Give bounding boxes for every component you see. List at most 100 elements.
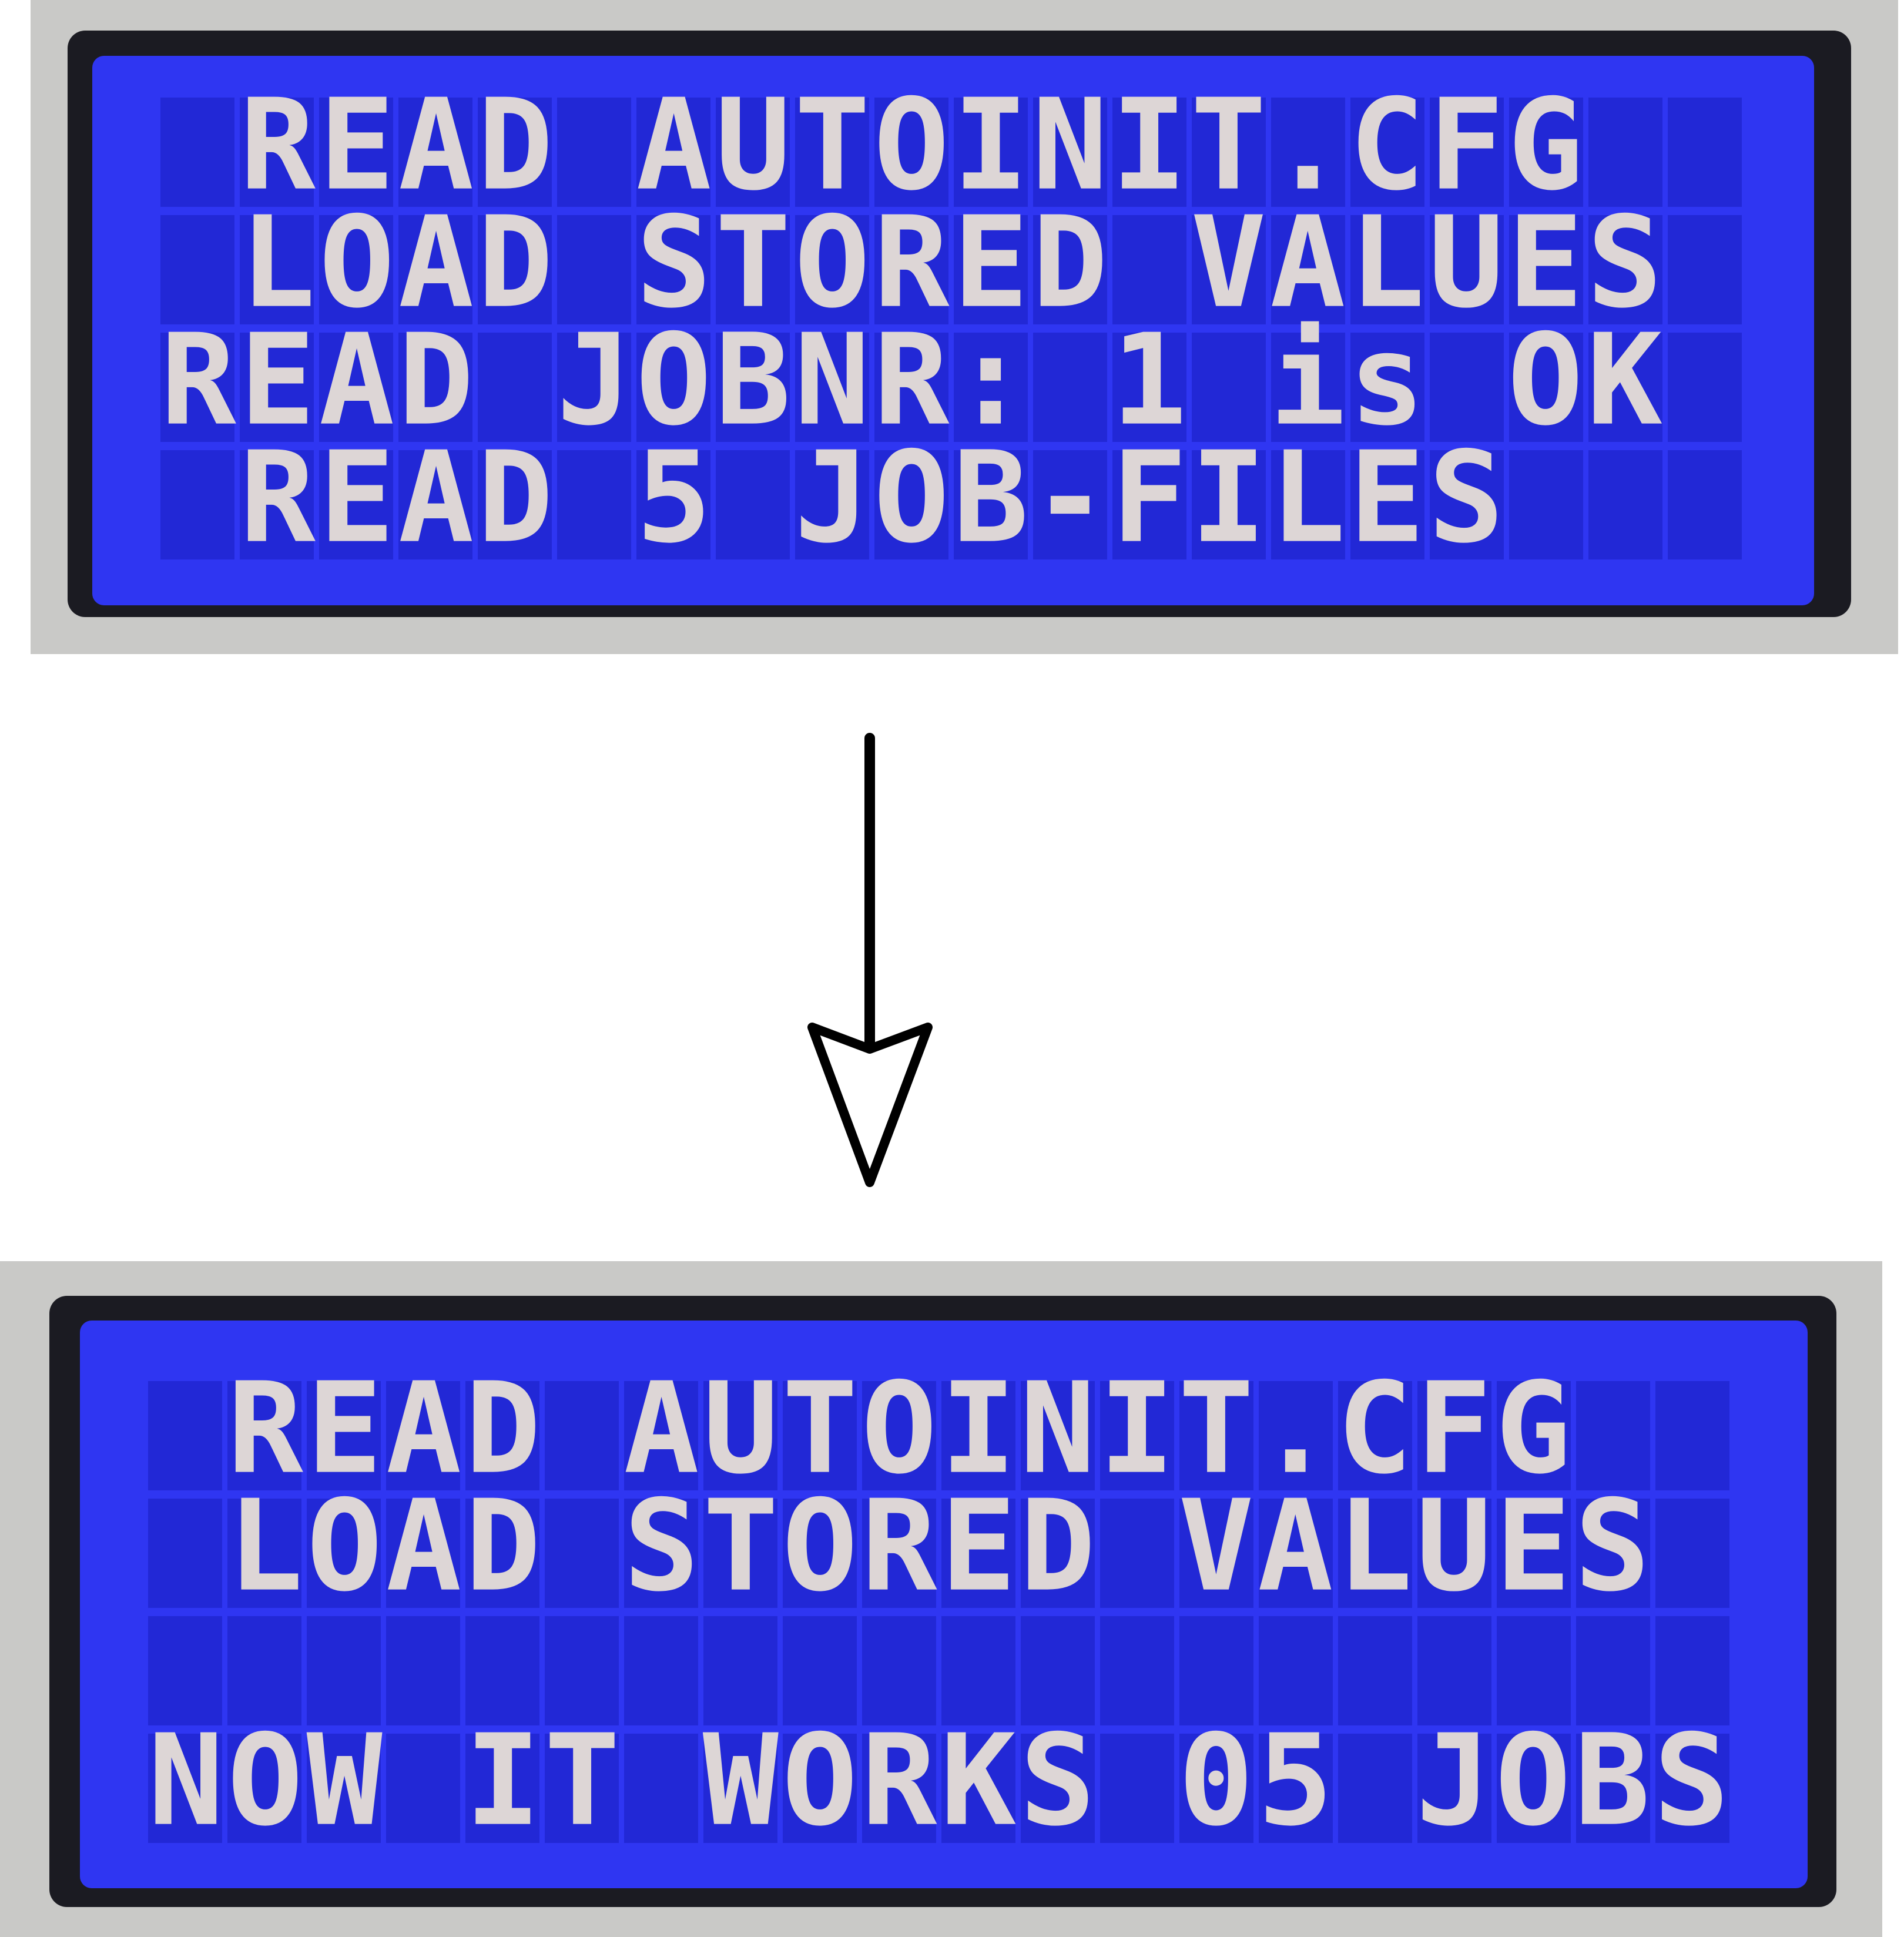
lcd-cell [148, 1616, 222, 1725]
lcd-cell [1033, 98, 1107, 207]
lcd-cell [148, 1499, 222, 1608]
lcd-cell [386, 1381, 460, 1490]
lcd-cell [795, 215, 869, 324]
lcd-cell [1338, 1381, 1412, 1490]
lcd-cell [1338, 1499, 1412, 1608]
lcd-cell [1655, 1381, 1729, 1490]
arrow [807, 733, 933, 1187]
lcd-panel-1: READ AUTOINIT.CFG LOAD STORED VALUES REA… [31, 0, 1898, 654]
lcd-cell [148, 1734, 222, 1843]
lcd-cell [1509, 333, 1583, 442]
lcd-cell [545, 1381, 619, 1490]
lcd-cell [783, 1499, 857, 1608]
lcd-cell [716, 333, 790, 442]
lcd-cell [1668, 215, 1742, 324]
lcd-cell [1271, 98, 1345, 207]
lcd-cell [545, 1734, 619, 1843]
lcd-cell [1192, 215, 1266, 324]
lcd-cell [941, 1616, 1015, 1725]
lcd-cell [227, 1616, 301, 1725]
lcd-cell [862, 1499, 936, 1608]
lcd-cell [636, 98, 710, 207]
lcd-cell [398, 333, 472, 442]
cell-grid [148, 1381, 1729, 1843]
lcd-cell [386, 1734, 460, 1843]
lcd-cell [319, 450, 393, 559]
lcd-cell [624, 1381, 698, 1490]
lcd-cell [478, 333, 552, 442]
lcd-cell [1100, 1616, 1174, 1725]
lcd-cell [1350, 215, 1424, 324]
lcd-cell [1497, 1616, 1571, 1725]
lcd-cell [1021, 1381, 1095, 1490]
lcd-cell [716, 450, 790, 559]
lcd-cell [478, 98, 552, 207]
lcd-cell [941, 1381, 1015, 1490]
lcd-cell [227, 1734, 301, 1843]
lcd-cell [624, 1616, 698, 1725]
lcd-cell [1271, 450, 1345, 559]
lcd-cell [465, 1734, 539, 1843]
lcd-cell [465, 1499, 539, 1608]
lcd-cell [1588, 215, 1662, 324]
lcd-cell [319, 333, 393, 442]
lcd-cell [1259, 1499, 1333, 1608]
lcd-cell [862, 1616, 936, 1725]
lcd-cell [240, 215, 314, 324]
lcd-cell [1338, 1734, 1412, 1843]
lcd-cell [1430, 215, 1504, 324]
lcd-line: READ AUTOINIT.CFG [227, 1356, 1574, 1502]
lcd-cell [148, 1381, 222, 1490]
lcd-cell [160, 333, 234, 442]
lcd-cell [1588, 98, 1662, 207]
lcd-cell [703, 1381, 777, 1490]
lcd-cell [1033, 333, 1107, 442]
lcd-cell [1430, 450, 1504, 559]
lcd-cell [636, 450, 710, 559]
lcd-panel-2: READ AUTOINIT.CFG LOAD STORED VALUES NOW… [0, 1261, 1882, 1937]
lcd-cell [783, 1734, 857, 1843]
lcd-cell [1259, 1381, 1333, 1490]
lcd-cell [954, 450, 1028, 559]
lcd-cell [1588, 450, 1662, 559]
lcd-cell [160, 450, 234, 559]
lcd-cell [1112, 98, 1186, 207]
lcd-cell [1655, 1499, 1729, 1608]
lcd-cell [874, 450, 948, 559]
lcd-cell [795, 450, 869, 559]
lcd-cell [319, 215, 393, 324]
lcd-cell [1497, 1734, 1571, 1843]
lcd-cell [227, 1381, 301, 1490]
lcd-cell [783, 1381, 857, 1490]
lcd-line: LOAD STORED VALUES [227, 1473, 1654, 1620]
lcd-cell [1100, 1734, 1174, 1843]
lcd-cell [1588, 333, 1662, 442]
lcd-cell [557, 333, 631, 442]
lcd-cell [307, 1734, 381, 1843]
lcd-cell [1112, 450, 1186, 559]
lcd-cell [1655, 1734, 1729, 1843]
lcd-cell [1668, 98, 1742, 207]
lcd-cell [703, 1734, 777, 1843]
lcd-cell [954, 98, 1028, 207]
lcd-cell [1033, 215, 1107, 324]
lcd-cell [386, 1499, 460, 1608]
lcd-cell [1021, 1734, 1095, 1843]
lcd-cell [703, 1499, 777, 1608]
lcd-cell [1576, 1616, 1650, 1725]
lcd-cell [1179, 1499, 1253, 1608]
lcd-cell [398, 450, 472, 559]
lcd-cell [227, 1499, 301, 1608]
lcd-cell [557, 450, 631, 559]
lcd-cell [160, 215, 234, 324]
lcd-cell [386, 1616, 460, 1725]
lcd-cell [1668, 333, 1742, 442]
lcd-cell [1497, 1381, 1571, 1490]
lcd-cell [557, 215, 631, 324]
lcd-cell [1192, 450, 1266, 559]
lcd-cell [1655, 1616, 1729, 1725]
lcd-cell [1338, 1616, 1412, 1725]
lcd-cell [716, 98, 790, 207]
lcd-line: READ JOBNR: 1 is OK [160, 307, 1666, 454]
lcd-cell [1576, 1381, 1650, 1490]
